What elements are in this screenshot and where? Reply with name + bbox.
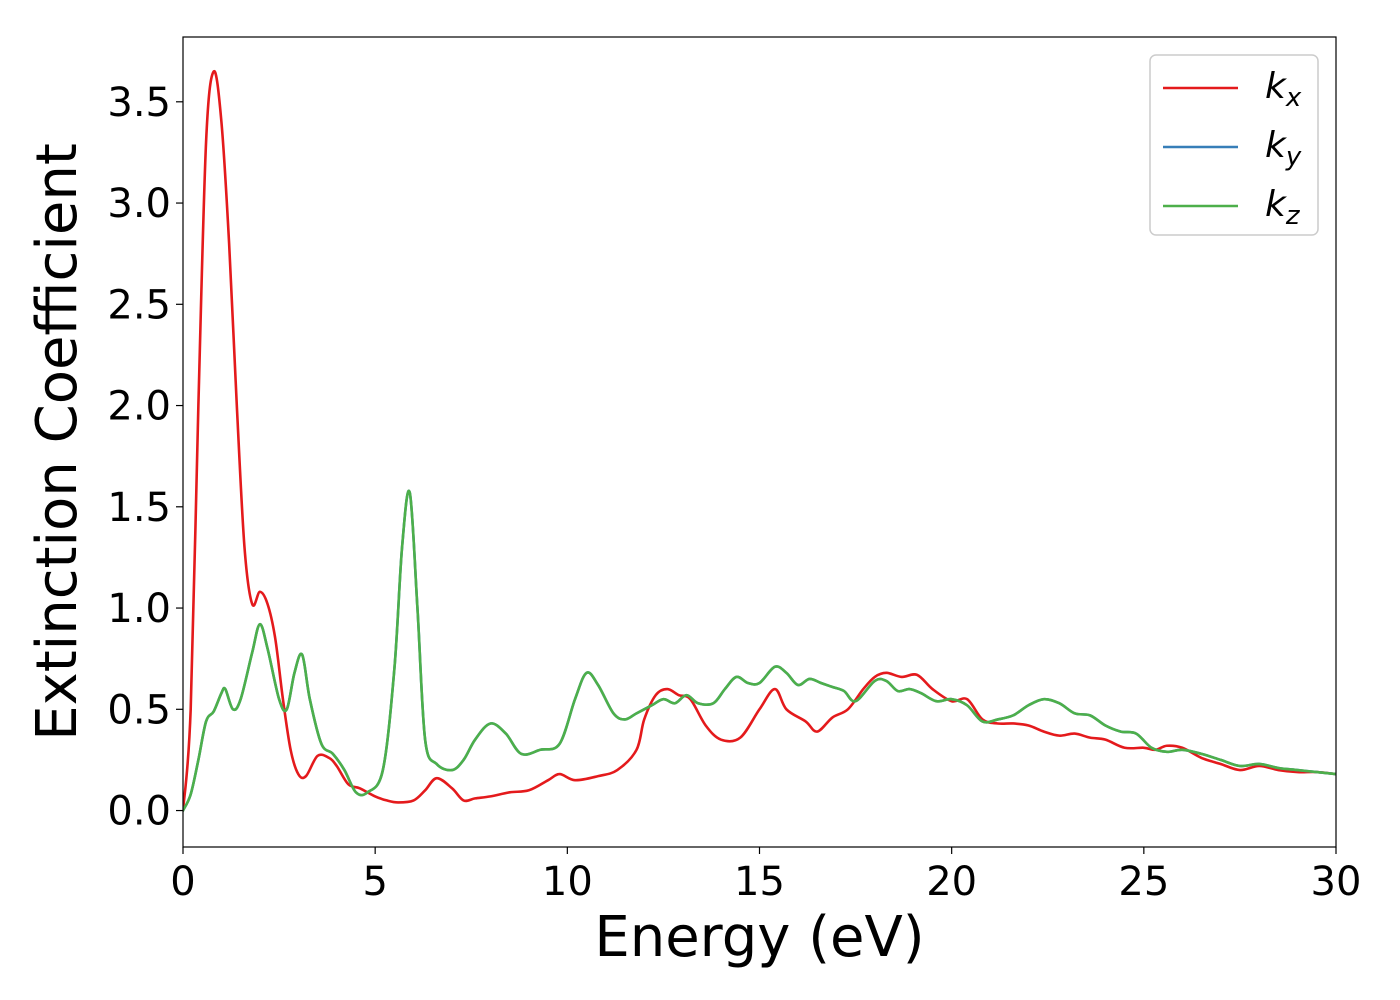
- x-tick-label: 20: [926, 859, 977, 905]
- y-tick-label: 1.5: [107, 485, 171, 531]
- x-tick-label: 30: [1311, 859, 1362, 905]
- series-line-kz: [183, 489, 1336, 812]
- x-tick-label: 10: [542, 859, 593, 905]
- y-tick-label: 2.5: [107, 282, 171, 328]
- series-line-ky: [183, 489, 1336, 812]
- x-tick-label: 25: [1118, 859, 1169, 905]
- legend-box: [1149, 54, 1319, 236]
- x-axis-ticks: 0 5 10 15 20 25 30: [170, 847, 1361, 905]
- y-axis-ticks: 0.0 0.5 1.0 1.5 2.0 2.5 3.0 3.5: [107, 80, 183, 835]
- x-tick-label: 5: [362, 859, 387, 905]
- y-tick-label: 3.0: [107, 181, 171, 227]
- y-tick-label: 2.0: [107, 384, 171, 430]
- y-tick-label: 1.0: [107, 586, 171, 632]
- y-tick-label: 0.0: [107, 789, 171, 835]
- y-axis-label: Extinction Coefficient: [25, 143, 90, 741]
- x-tick-label: 0: [170, 859, 195, 905]
- y-tick-label: 0.5: [107, 687, 171, 733]
- series-line-kx: [183, 70, 1336, 812]
- y-tick-label: 3.5: [107, 80, 171, 126]
- x-tick-label: 15: [734, 859, 785, 905]
- x-axis-label: Energy (eV): [594, 905, 924, 970]
- series-layer: [183, 70, 1336, 812]
